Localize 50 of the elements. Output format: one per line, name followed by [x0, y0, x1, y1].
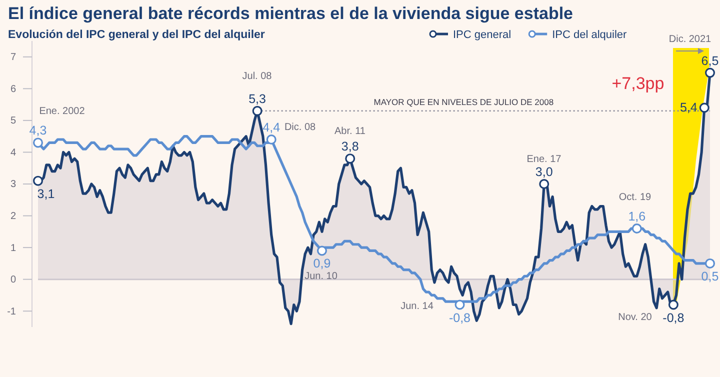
point: [33, 176, 43, 186]
point: [539, 179, 550, 189]
point: [33, 138, 43, 148]
annotation: Dic. 2021: [668, 34, 712, 45]
point: [345, 154, 356, 164]
point: [266, 134, 276, 145]
annotation: Dic. 08: [284, 122, 316, 133]
data-label: -0,8: [662, 310, 684, 325]
data-label: 1,6: [628, 209, 646, 224]
annotation: Ene. 17: [526, 154, 562, 165]
y-tick-label: 1: [10, 242, 16, 254]
chart-title: El índice general bate récords mientras el de la vivienda sigue estable: [8, 4, 574, 23]
annotation: Abr. 11: [334, 126, 366, 137]
data-label: 0,5: [701, 269, 719, 284]
data-label: 4,3: [29, 124, 47, 138]
y-tick-label: 7: [10, 52, 16, 64]
data-label: 5,4: [680, 100, 698, 115]
y-tick-label: 0: [10, 274, 16, 286]
y-tick-label: 4: [10, 147, 16, 158]
point: [316, 246, 327, 256]
annotation: Nov. 20: [618, 312, 652, 323]
data-label: 4,4: [262, 120, 280, 135]
point: [252, 106, 262, 116]
data-label: 3,1: [37, 186, 55, 201]
y-tick-label: 2: [10, 210, 16, 222]
point: [632, 223, 642, 234]
data-label: 5,3: [248, 92, 266, 106]
point: [699, 102, 710, 113]
point: [454, 300, 465, 310]
data-label: -0,8: [448, 310, 471, 325]
annotation: Oct. 19: [618, 192, 652, 203]
annotation: Jul. 08: [242, 71, 272, 82]
ref-line-label: MAYOR QUE EN NIVELES DE JULIO DE 2008: [374, 96, 554, 107]
y-tick-label: 5: [10, 116, 16, 127]
annotation: Jun. 14: [400, 301, 434, 312]
legend-label: IPC del alquiler: [552, 29, 628, 41]
annotation: Jun. 10: [304, 271, 338, 282]
point: [705, 68, 715, 78]
annotation: Ene. 2002: [39, 106, 86, 117]
annotation: +7,3pp: [612, 74, 664, 93]
y-tick-label: 3: [10, 179, 16, 190]
point: [668, 300, 678, 310]
y-tick-label: 6: [10, 84, 16, 95]
data-label: 3,8: [341, 140, 359, 154]
y-tick-label: -1: [7, 306, 16, 318]
legend-label: IPC general: [453, 29, 512, 41]
data-label: 3,0: [535, 165, 553, 179]
chart-subtitle: Evolución del IPC general y del IPC del alquiler: [8, 29, 266, 41]
data-label: 0,9: [313, 256, 331, 271]
point: [705, 258, 715, 268]
